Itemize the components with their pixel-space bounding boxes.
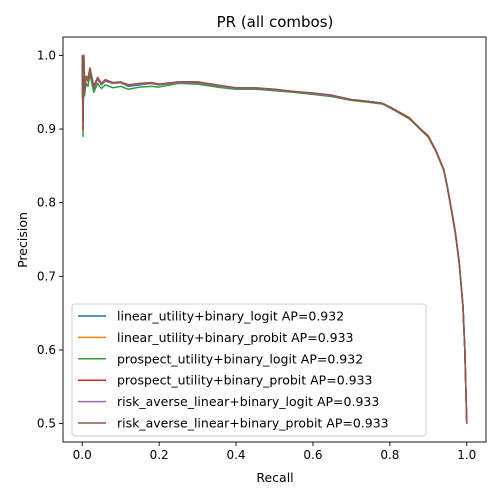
y-axis-label: Precision bbox=[15, 212, 30, 268]
y-tick-label: 0.9 bbox=[37, 122, 56, 136]
legend-box bbox=[71, 303, 427, 437]
y-tick-label: 1.0 bbox=[37, 48, 56, 62]
legend: linear_utility+binary_logit AP=0.932 line… bbox=[71, 303, 427, 437]
x-axis-label: Recall bbox=[256, 470, 293, 485]
legend-label: prospect_utility+binary_probit AP=0.933 bbox=[117, 373, 372, 388]
legend-label: linear_utility+binary_logit AP=0.932 bbox=[117, 309, 344, 324]
y-axis: 0.5 0.6 0.7 0.8 0.9 1.0 bbox=[37, 48, 63, 431]
x-tick-label: 0.8 bbox=[380, 448, 399, 462]
x-axis: 0.0 0.2 0.4 0.6 0.8 1.0 bbox=[73, 442, 476, 462]
plot-lines bbox=[81, 54, 468, 424]
y-tick-label: 0.6 bbox=[37, 343, 56, 357]
plot-frame bbox=[62, 36, 487, 443]
x-tick-label: 0.4 bbox=[226, 448, 245, 462]
chart-title: PR (all combos) bbox=[217, 13, 334, 31]
x-tick-label: 0.2 bbox=[150, 448, 169, 462]
y-tick-label: 0.7 bbox=[37, 269, 56, 283]
legend-label: prospect_utility+binary_logit AP=0.932 bbox=[117, 351, 363, 366]
x-tick-label: 1.0 bbox=[457, 448, 476, 462]
y-tick-label: 0.5 bbox=[37, 417, 56, 431]
legend-label: risk_averse_linear+binary_logit AP=0.933 bbox=[117, 394, 379, 409]
legend-label: risk_averse_linear+binary_probit AP=0.93… bbox=[117, 416, 389, 431]
x-tick-label: 0.6 bbox=[303, 448, 322, 462]
series-line-6 bbox=[81, 54, 468, 424]
y-tick-label: 0.8 bbox=[37, 196, 56, 210]
legend-label: linear_utility+binary_probit AP=0.933 bbox=[117, 330, 353, 345]
x-tick-label: 0.0 bbox=[73, 448, 92, 462]
